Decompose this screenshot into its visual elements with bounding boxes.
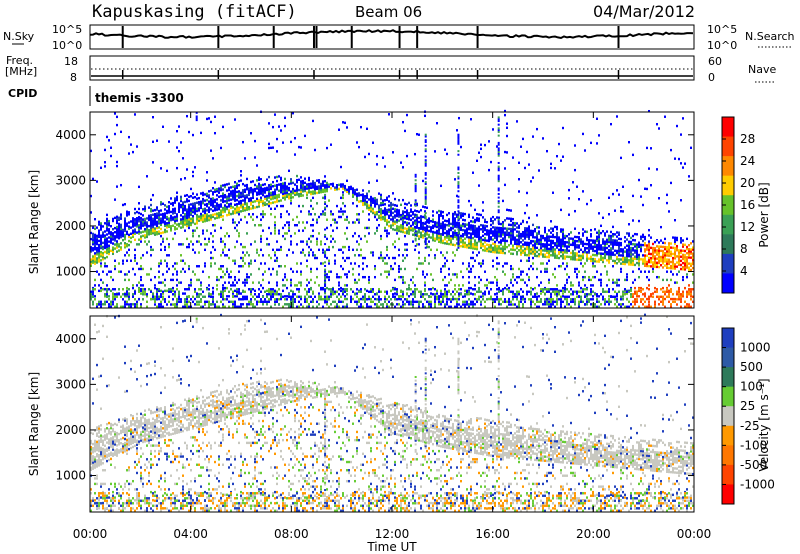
velocity-ylabel: Slant Range [km] — [27, 372, 41, 476]
time-x-axis: 00:00 04:00 08:00 12:00 16:00 20:00 00:00 — [73, 112, 712, 541]
power-colorbar-label: Power [dB] — [757, 182, 771, 247]
noise-sky-line — [89, 29, 694, 40]
noise-left-label: N.Sky — [3, 30, 35, 43]
colorbar-tick-label: 24 — [740, 154, 755, 168]
beam-title: Beam 06 — [355, 3, 422, 21]
date-title: 04/Mar/2012 — [593, 2, 695, 21]
x-tick-label: 08:00 — [274, 527, 309, 541]
x-tick-label: 12:00 — [375, 527, 410, 541]
y-tick-label: 2000 — [55, 219, 86, 233]
colorbar-tick-label: 12 — [740, 220, 755, 234]
x-tick-label: 20:00 — [576, 527, 611, 541]
colorbar-tick-label: 500 — [740, 360, 763, 374]
cpid-label: CPID — [8, 87, 37, 100]
colorbar-tick-label: 28 — [740, 132, 755, 146]
colorbar-tick-label: 20 — [740, 176, 755, 190]
y-tick-label: 4000 — [55, 128, 86, 142]
colorbar-swatch — [722, 406, 734, 427]
power-ylabel: Slant Range [km] — [27, 170, 41, 274]
colorbar-swatch — [722, 445, 734, 466]
y-tick-label: 3000 — [55, 377, 86, 391]
colorbar-tick-label: 100 — [740, 380, 763, 394]
colorbar-swatch — [722, 253, 734, 274]
station-title: Kapuskasing (fitACF) — [92, 2, 297, 22]
y-tick-label: 3000 — [55, 173, 86, 187]
cpid-panel: CPID themis -3300 — [8, 86, 184, 106]
colorbar-swatch — [722, 347, 734, 368]
colorbar-swatch — [722, 273, 734, 294]
freq-left-label-1: Freq. — [6, 54, 33, 67]
velocity-colorbar-label: Velocity [m s⁻¹] — [757, 378, 771, 471]
colorbar-tick-label: 4 — [740, 264, 748, 278]
colorbar-swatch — [722, 234, 734, 255]
freq-left-tick-high: 18 — [64, 55, 78, 68]
x-tick-label: 00:00 — [677, 527, 712, 541]
colorbar-swatch — [722, 367, 734, 388]
y-tick-label: 2000 — [55, 423, 86, 437]
noise-panel: N.Sky 10^5 10^0 10^5 10^0 N.Search — [3, 23, 795, 52]
x-tick-label: 04:00 — [173, 527, 208, 541]
y-tick-label: 1000 — [55, 265, 86, 279]
velocity-data — [90, 313, 694, 512]
colorbar-swatch — [722, 425, 734, 446]
colorbar-swatch — [722, 195, 734, 216]
colorbar-swatch — [722, 328, 734, 349]
noise-right-tick-low: 10^0 — [707, 39, 737, 52]
colorbar-tick-label: 16 — [740, 198, 755, 212]
colorbar-tick-label: 25 — [740, 399, 755, 413]
power-data — [90, 109, 694, 308]
power-panel: 4000 3000 2000 1000 Slant Range [km] — [27, 109, 695, 309]
nave-label: Nave — [748, 63, 776, 76]
noise-left-tick-low: 10^0 — [52, 39, 82, 52]
colorbar-tick-label: -500 — [740, 458, 767, 472]
colorbar-swatch — [722, 386, 734, 407]
freq-left-label-2: [MHz] — [5, 65, 37, 78]
xlabel: Time UT — [366, 540, 417, 554]
colorbar-swatch — [722, 175, 734, 196]
noise-right-tick-high: 10^5 — [707, 23, 737, 36]
freq-right-tick-low: 0 — [708, 71, 715, 84]
noise-spikes — [121, 26, 620, 48]
colorbar-swatch — [722, 156, 734, 177]
power-y-axis: 4000 3000 2000 1000 — [55, 128, 694, 279]
colorbar-tick-label: -1000 — [740, 477, 775, 491]
noise-left-tick-high: 10^5 — [52, 23, 82, 36]
velocity-panel: 4000 3000 2000 1000 Slant Range [km] — [27, 313, 695, 513]
y-tick-label: 1000 — [55, 469, 86, 483]
velocity-colorbar: 1000 500 100 25 -25 -100 -500 -1000 — [721, 327, 775, 505]
colorbar-tick-label: -100 — [740, 438, 767, 452]
y-tick-label: 4000 — [55, 332, 86, 346]
x-tick-label: 16:00 — [475, 527, 510, 541]
colorbar-tick-label: -25 — [740, 419, 760, 433]
colorbar-tick-label: 1000 — [740, 341, 771, 355]
x-tick-label: 00:00 — [73, 527, 108, 541]
noise-right-label: N.Search — [745, 30, 795, 43]
colorbar-swatch — [722, 214, 734, 235]
power-colorbar: 28 24 20 16 12 8 4 — [721, 116, 755, 294]
cpid-value: themis -3300 — [95, 91, 184, 105]
colorbar-swatch — [722, 117, 734, 138]
colorbar-swatch — [722, 464, 734, 485]
colorbar-swatch — [722, 136, 734, 157]
colorbar-tick-label: 8 — [740, 242, 748, 256]
freq-panel: Freq. [MHz] 18 8 60 0 Nave — [5, 54, 776, 84]
velocity-y-axis: 4000 3000 2000 1000 — [55, 332, 694, 483]
colorbar-swatch — [722, 484, 734, 505]
freq-left-tick-low: 8 — [70, 71, 77, 84]
freq-spikes — [121, 70, 620, 79]
freq-right-tick-high: 60 — [708, 55, 722, 68]
